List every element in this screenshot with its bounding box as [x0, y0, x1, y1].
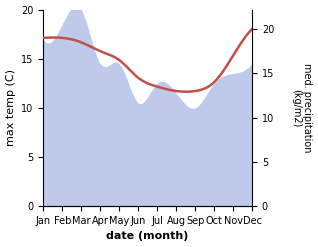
Y-axis label: max temp (C): max temp (C): [5, 69, 16, 146]
X-axis label: date (month): date (month): [107, 231, 189, 242]
Y-axis label: med. precipitation
(kg/m2): med. precipitation (kg/m2): [291, 63, 313, 153]
